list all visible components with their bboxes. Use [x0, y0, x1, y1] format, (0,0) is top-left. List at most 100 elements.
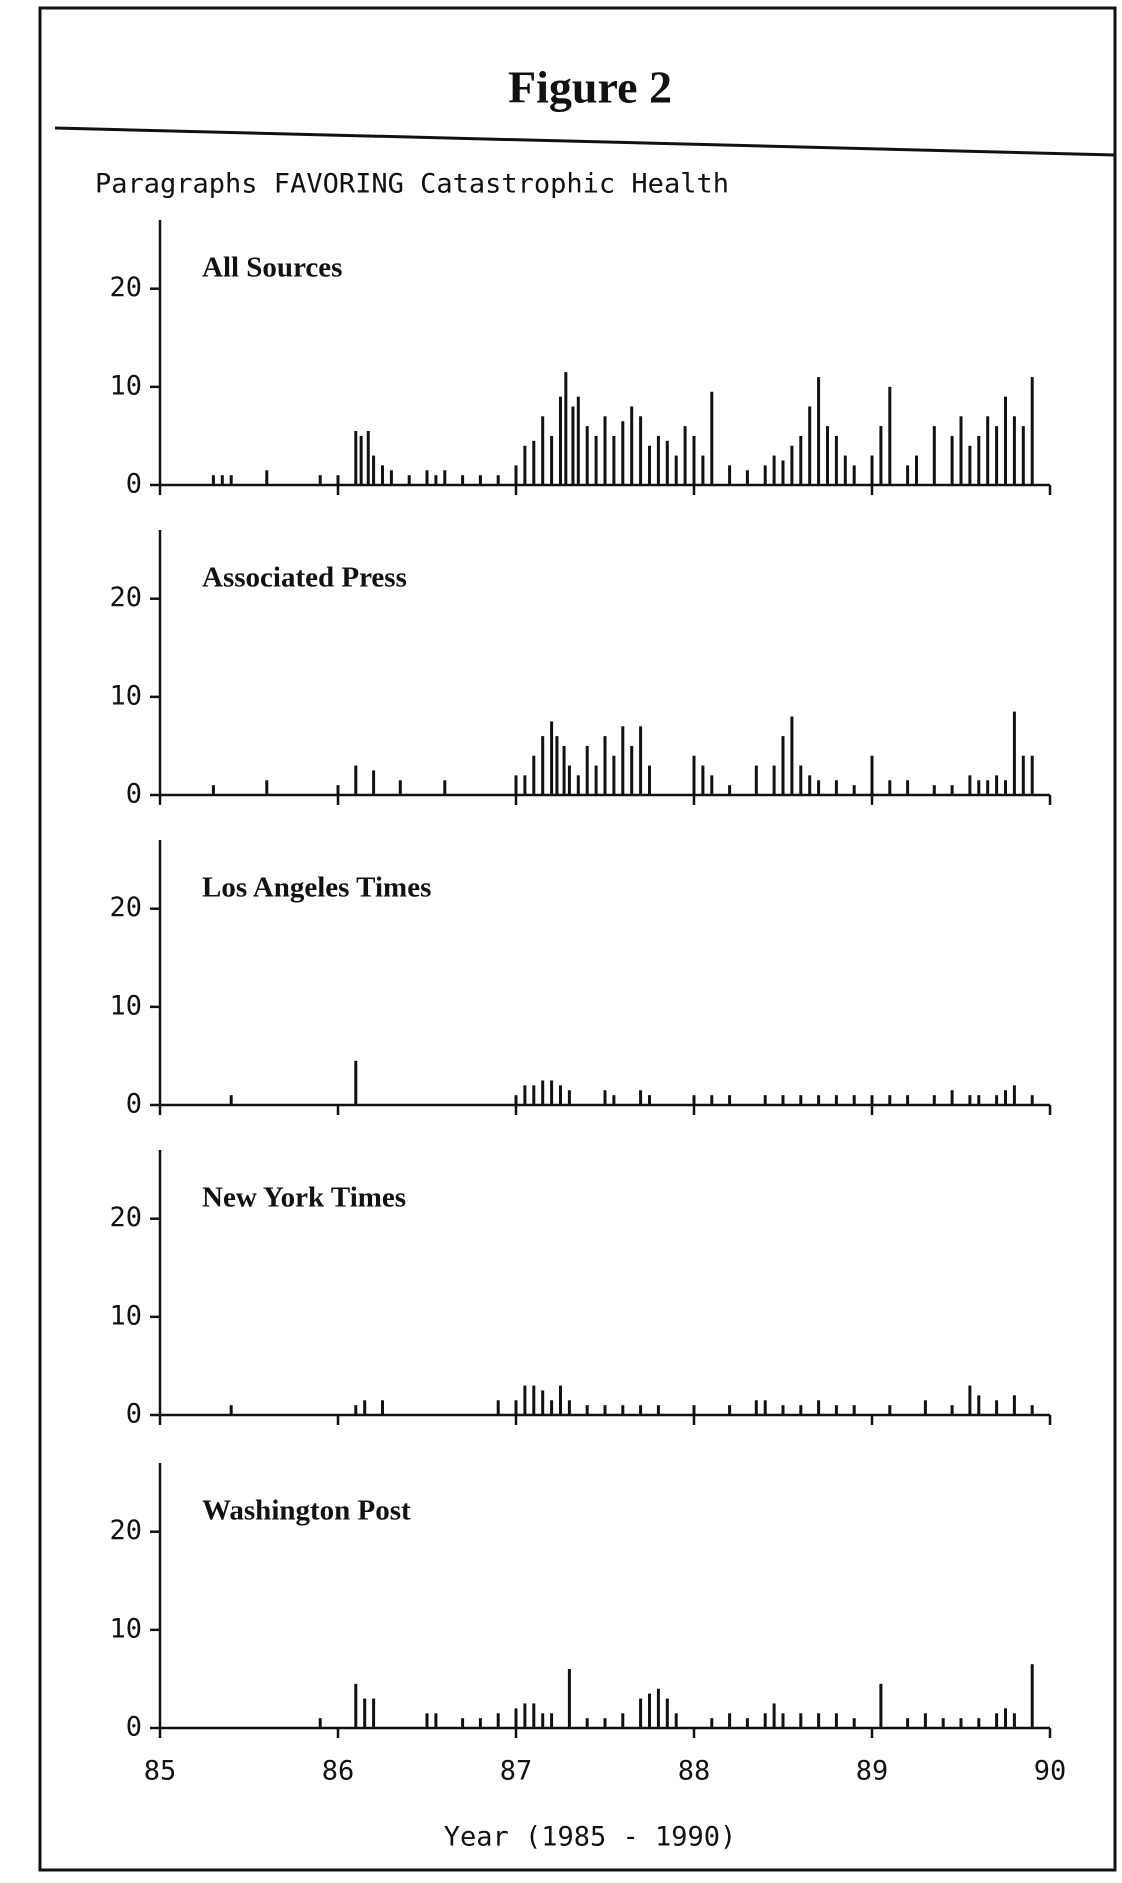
y-tick-label: 10 [109, 680, 142, 711]
spike [995, 1095, 999, 1105]
spike [532, 440, 536, 485]
title-rule [54, 126, 1116, 157]
spike [1012, 416, 1016, 485]
spike [950, 1405, 954, 1415]
spike [834, 1405, 838, 1415]
y-tick-label: 0 [126, 1089, 142, 1120]
spike [336, 785, 340, 795]
y-tick-label: 20 [109, 1515, 142, 1546]
y-tick-label: 10 [109, 1300, 142, 1331]
spike [781, 1713, 785, 1728]
y-tick-label: 0 [126, 779, 142, 810]
spike [541, 1713, 545, 1728]
spike [461, 1718, 465, 1728]
spike [541, 1390, 545, 1415]
spike [381, 1400, 384, 1415]
spike [879, 1683, 883, 1728]
spike [968, 445, 972, 485]
spike [585, 1405, 589, 1415]
spike [541, 736, 545, 795]
spike [478, 1718, 482, 1728]
spike [1012, 711, 1016, 795]
spike [603, 416, 607, 485]
spike [567, 1669, 571, 1728]
spike [656, 435, 660, 485]
spike [639, 1090, 643, 1105]
y-tick-label: 10 [109, 990, 142, 1021]
spike [817, 1713, 821, 1728]
spike [674, 1713, 678, 1728]
spike [728, 1405, 732, 1415]
spike [603, 736, 607, 795]
spike [523, 1085, 527, 1105]
spike [1004, 1090, 1007, 1105]
y-tick-label: 0 [126, 1712, 142, 1743]
spike [834, 435, 838, 485]
spike [612, 755, 616, 795]
spike [870, 755, 874, 795]
spike [977, 1718, 981, 1728]
spike [603, 1090, 607, 1105]
spike [968, 775, 972, 795]
spike [808, 406, 812, 485]
spike [817, 780, 821, 795]
spike [995, 1400, 999, 1415]
spike [336, 475, 340, 485]
spike [781, 736, 785, 795]
spike [523, 1385, 527, 1415]
spike [754, 765, 758, 795]
spike [648, 1693, 651, 1728]
spike [621, 726, 625, 795]
spike [567, 765, 571, 795]
spike [941, 1718, 945, 1728]
spike [514, 1095, 518, 1105]
x-tick-label: 90 [1034, 1756, 1067, 1787]
spike [915, 455, 918, 485]
spike [799, 765, 803, 795]
spike [1030, 377, 1034, 485]
spike [359, 435, 363, 485]
spike [808, 775, 812, 795]
spike [1021, 755, 1025, 795]
panel-title: Washington Post [202, 1495, 411, 1527]
spike [852, 785, 856, 795]
spike [559, 1085, 562, 1105]
spike [372, 455, 376, 485]
spike [799, 1405, 803, 1415]
panel-title: Associated Press [202, 562, 407, 594]
spike [932, 426, 936, 485]
spike [532, 1385, 536, 1415]
spike [532, 755, 536, 795]
spike [461, 475, 465, 485]
spike [354, 1683, 358, 1728]
spike [701, 765, 705, 795]
spike [550, 1400, 554, 1415]
spike [478, 475, 482, 485]
spike [1012, 1085, 1016, 1105]
panel-title: Los Angeles Times [202, 872, 431, 904]
spike [496, 1713, 500, 1728]
spike [1030, 1095, 1034, 1105]
spike [318, 475, 322, 485]
spike [265, 780, 269, 795]
spike [968, 1095, 972, 1105]
spike [1004, 396, 1007, 485]
spike [211, 785, 215, 795]
x-tick-label: 85 [144, 1756, 177, 1787]
spike [656, 1688, 660, 1728]
x-axis-label: Year (1985 - 1990) [444, 1822, 737, 1853]
spike [888, 1095, 892, 1105]
spike [817, 377, 821, 485]
spike [434, 475, 438, 485]
spike [630, 745, 634, 795]
spike [674, 455, 678, 485]
spike [799, 1713, 803, 1728]
spike [932, 785, 936, 795]
spike [603, 1405, 607, 1415]
spike [564, 372, 568, 485]
spike [923, 1400, 927, 1415]
spike [959, 1718, 963, 1728]
y-tick-label: 20 [109, 582, 142, 613]
spike [710, 1095, 714, 1105]
